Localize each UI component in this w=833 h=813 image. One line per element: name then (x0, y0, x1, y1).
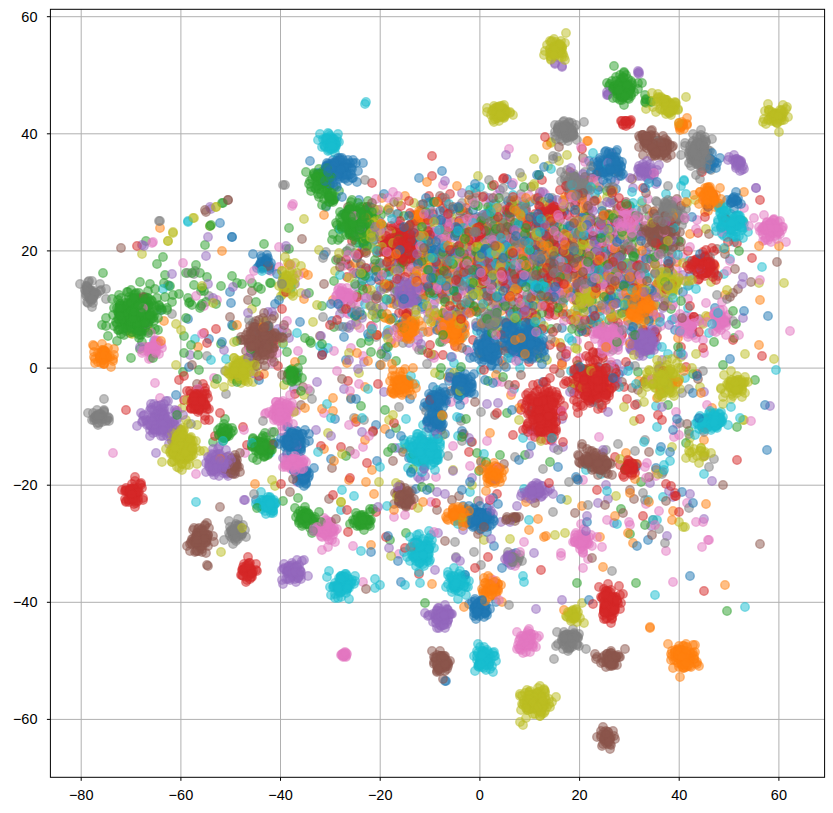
svg-text:20: 20 (572, 787, 588, 803)
svg-text:−40: −40 (13, 594, 38, 610)
svg-text:−60: −60 (13, 711, 38, 727)
svg-text:−20: −20 (368, 787, 393, 803)
svg-text:0: 0 (29, 360, 37, 376)
svg-text:−40: −40 (268, 787, 293, 803)
svg-text:20: 20 (21, 243, 37, 259)
svg-text:−80: −80 (69, 787, 94, 803)
svg-text:40: 40 (21, 126, 37, 142)
svg-text:−20: −20 (13, 477, 38, 493)
svg-text:40: 40 (671, 787, 687, 803)
svg-text:60: 60 (21, 9, 37, 25)
svg-text:0: 0 (476, 787, 484, 803)
svg-text:60: 60 (771, 787, 787, 803)
svg-text:−60: −60 (169, 787, 194, 803)
